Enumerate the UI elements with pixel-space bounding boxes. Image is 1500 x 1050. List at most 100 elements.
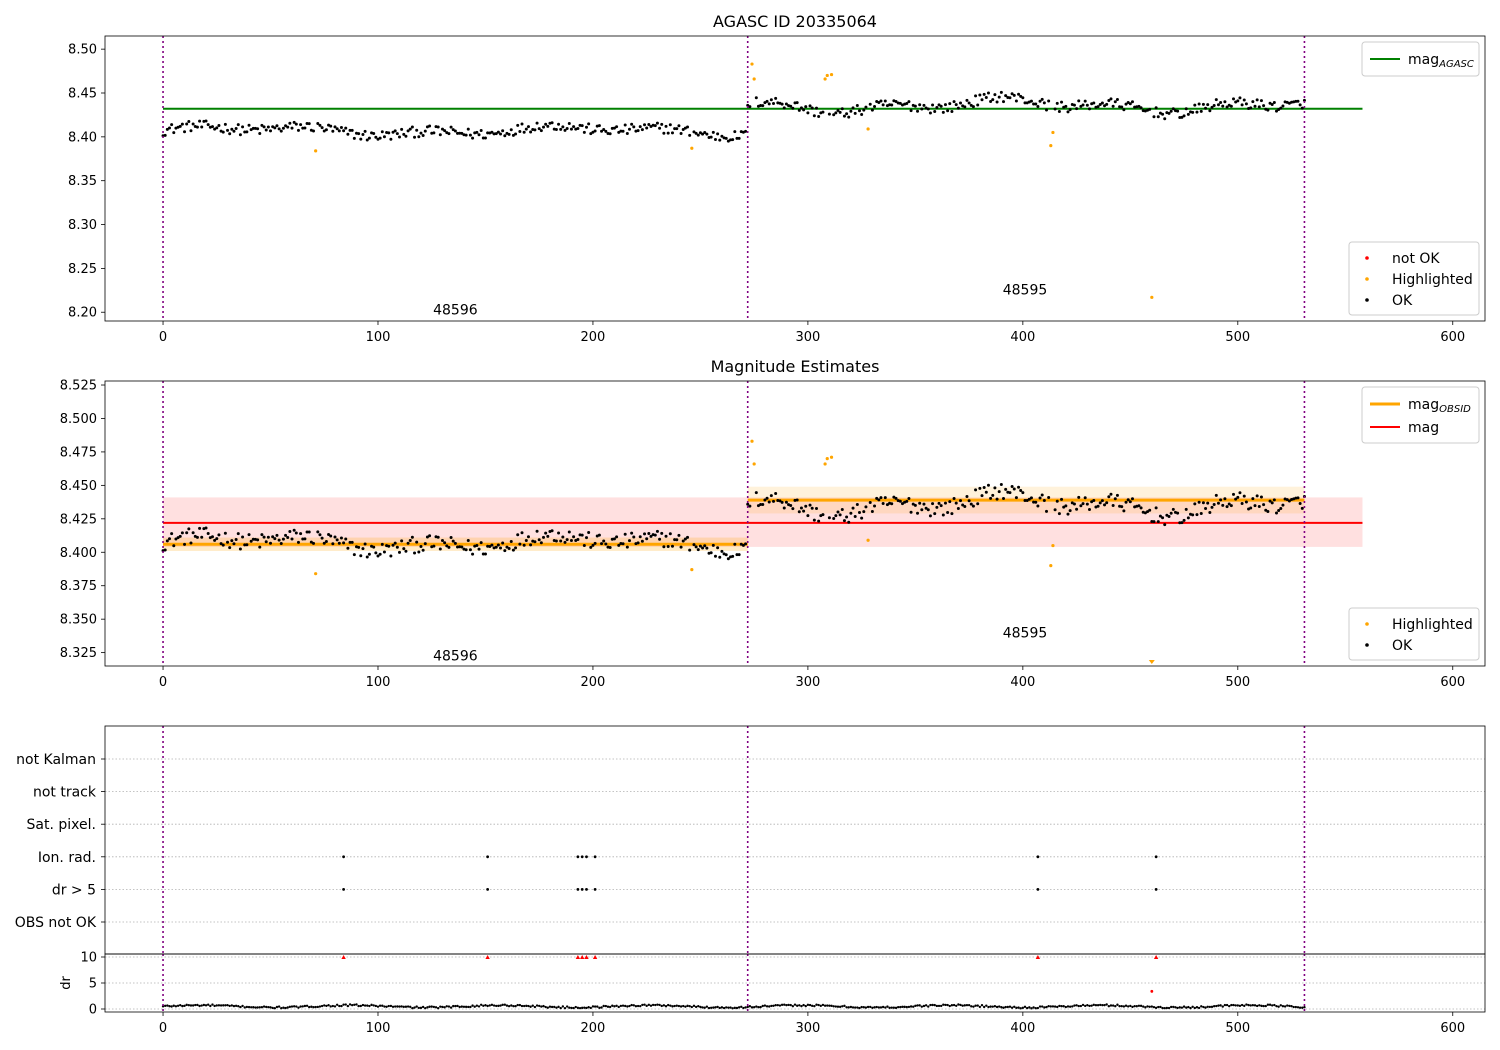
dr-point <box>585 1006 588 1010</box>
dr-point <box>729 1006 732 1009</box>
ok-point <box>698 131 702 135</box>
ok-point <box>997 490 1001 494</box>
ok-point <box>1206 103 1210 107</box>
dr-point <box>815 1003 818 1006</box>
ok-point <box>195 125 199 129</box>
ok-point <box>720 134 724 138</box>
dr-point <box>851 1006 855 1009</box>
dr-point <box>355 1003 358 1006</box>
dr-point <box>312 1006 315 1009</box>
ok-point <box>978 486 982 490</box>
dr-point <box>299 1005 302 1008</box>
ok-point <box>464 133 468 137</box>
ok-point <box>262 535 266 539</box>
ok-point <box>789 504 793 508</box>
ok-point <box>907 100 911 104</box>
dr-point <box>583 1006 586 1009</box>
ok-point <box>731 554 735 558</box>
ok-point <box>1219 498 1223 502</box>
dr-point <box>475 1004 479 1007</box>
ok-point <box>258 545 262 549</box>
ok-point <box>514 132 518 136</box>
ok-point <box>832 516 836 520</box>
ok-point <box>974 94 978 98</box>
dr-point <box>314 1005 317 1009</box>
ok-point <box>797 108 801 112</box>
dr-point <box>514 1005 517 1008</box>
ok-point <box>537 538 541 542</box>
ok-point <box>561 125 565 129</box>
dr-point <box>686 1004 689 1008</box>
ok-point <box>767 500 771 504</box>
ok-point <box>1032 500 1036 504</box>
dr-point <box>1099 1003 1102 1007</box>
ok-point <box>791 106 795 110</box>
ok-point <box>387 131 391 135</box>
ok-point <box>600 542 604 546</box>
dr-point <box>600 1006 603 1009</box>
y-tick-label: 8.450 <box>60 479 97 494</box>
ok-point <box>619 129 623 133</box>
x-tick-label: 500 <box>1225 330 1250 345</box>
dr-point <box>381 1004 384 1007</box>
ok-point <box>1087 107 1091 111</box>
ok-point <box>1221 104 1225 108</box>
dr-point <box>707 1006 711 1010</box>
dr-point <box>1053 1005 1057 1008</box>
x-tick-label: 200 <box>581 330 606 345</box>
ok-point <box>933 512 937 516</box>
flag-label: not track <box>33 785 97 801</box>
ok-point <box>1105 102 1109 106</box>
ok-point <box>359 137 363 141</box>
ok-point <box>741 543 745 547</box>
ok-point <box>303 126 307 130</box>
dr-point <box>802 1003 805 1007</box>
ok-point <box>780 500 784 504</box>
ok-point <box>1259 495 1263 499</box>
ok-point <box>542 125 546 129</box>
x-tick-label: 100 <box>366 675 391 690</box>
dr-point <box>828 1004 831 1007</box>
ok-point <box>1066 512 1070 516</box>
ok-point <box>943 103 947 107</box>
dr-point <box>189 1004 193 1007</box>
dr-point <box>252 1006 255 1009</box>
dr-point <box>699 1005 702 1009</box>
dr-point <box>323 1004 326 1007</box>
ok-point <box>423 129 427 133</box>
dr-point <box>1260 1004 1263 1008</box>
ok-point <box>795 101 799 105</box>
dr-point <box>260 1006 264 1009</box>
ok-point <box>436 535 440 539</box>
ok-point <box>1019 488 1023 492</box>
legend-point-swatch <box>1365 622 1369 626</box>
ok-point <box>471 552 475 556</box>
ok-point <box>1281 503 1285 507</box>
ok-point <box>744 129 748 133</box>
dr-point <box>1013 1005 1016 1008</box>
dr-point <box>636 1004 640 1008</box>
ok-point <box>608 545 612 549</box>
ok-point <box>580 124 584 128</box>
ok-point <box>1195 110 1199 114</box>
ok-point <box>572 535 576 539</box>
dr-point <box>404 1005 408 1008</box>
ok-point <box>264 540 268 544</box>
dr-point <box>426 1006 429 1009</box>
ok-point <box>935 505 939 509</box>
ok-point <box>971 504 975 508</box>
dr-point <box>398 1005 401 1008</box>
ok-point <box>539 129 543 133</box>
ok-point <box>868 102 872 106</box>
dr-point <box>1292 1005 1295 1009</box>
dr-point <box>385 1005 388 1008</box>
dr-point <box>1240 1003 1244 1007</box>
ok-point <box>1259 99 1263 103</box>
ok-point <box>271 535 275 539</box>
dr-point <box>632 1004 635 1007</box>
ok-point <box>976 103 980 107</box>
ok-point <box>1120 505 1124 509</box>
ok-point <box>483 136 487 140</box>
dr-point <box>965 1003 969 1007</box>
ok-point <box>679 545 683 549</box>
